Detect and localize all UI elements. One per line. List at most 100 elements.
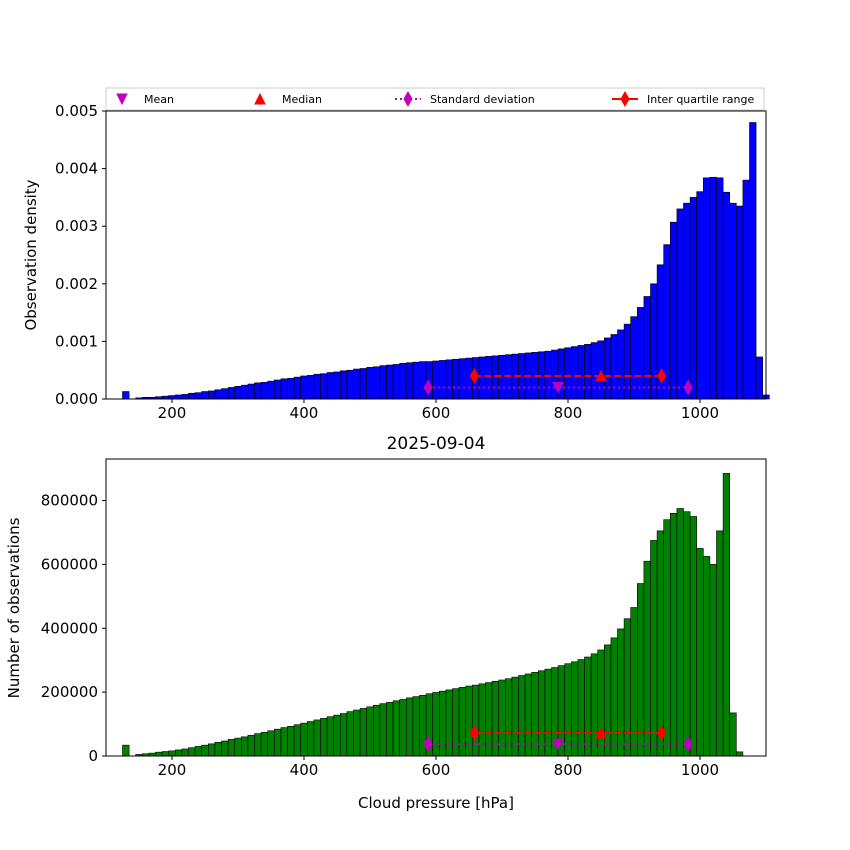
- x-tick-label: 800: [554, 404, 583, 422]
- y-tick-label: 0.003: [55, 217, 98, 235]
- x-tick-label: 200: [158, 404, 187, 422]
- histogram-bar: [669, 221, 678, 400]
- y-tick-label: 600000: [41, 555, 98, 573]
- histogram-bar: [280, 727, 288, 757]
- histogram-bar: [214, 741, 222, 757]
- histogram-bar: [656, 530, 664, 757]
- histogram-bar: [445, 359, 453, 400]
- y-tick-label: 800000: [41, 492, 98, 510]
- histogram-bar: [254, 733, 262, 757]
- histogram-bar: [161, 751, 170, 757]
- histogram-bar: [254, 382, 262, 400]
- histogram-bar: [122, 391, 130, 400]
- histogram-bar: [273, 379, 282, 400]
- histogram-bar: [300, 375, 308, 400]
- histogram-bar: [584, 656, 592, 757]
- histogram-bar: [603, 337, 612, 400]
- histogram-bar: [689, 197, 697, 400]
- mean-marker: [552, 381, 564, 394]
- histogram-bar: [386, 702, 394, 757]
- histogram-bar: [181, 394, 189, 400]
- histogram-bar: [465, 685, 473, 757]
- y-tick-label: 0.000: [55, 390, 98, 408]
- histogram-bar: [702, 177, 711, 400]
- histogram-bar: [590, 342, 598, 400]
- x-tick-label: 400: [290, 761, 319, 779]
- histogram-bar: [293, 376, 302, 400]
- histogram-bar: [208, 390, 216, 400]
- histogram-bar: [643, 560, 651, 757]
- y-tick-label: 0.001: [55, 332, 98, 350]
- histogram-bar: [432, 360, 440, 400]
- histogram-bar: [247, 383, 255, 400]
- histogram-bar: [214, 389, 222, 400]
- histogram-bar: [313, 719, 321, 757]
- y-tick-label: 0.004: [55, 160, 98, 178]
- histogram-bar: [683, 202, 691, 400]
- histogram-bar: [636, 307, 645, 400]
- histogram-bar: [491, 355, 500, 400]
- legend-marker: [254, 92, 266, 105]
- histogram-bar: [405, 362, 414, 400]
- histogram-bar: [650, 540, 658, 757]
- count-axes: 200 400 600 800 1000 0 200000 400000 600000 80000…: [41, 458, 767, 779]
- histogram-bar: [696, 548, 704, 757]
- histogram-bar: [570, 661, 579, 757]
- histogram-bar: [438, 690, 447, 757]
- legend-label: Median: [282, 93, 322, 106]
- histogram-bar: [306, 721, 315, 757]
- histogram-bar: [221, 388, 229, 400]
- iqr-marker: [469, 724, 479, 742]
- histogram-bar: [564, 663, 572, 757]
- histogram-bar: [201, 391, 209, 400]
- histogram-bar: [194, 746, 203, 757]
- legend-marker: [620, 90, 630, 108]
- histogram-bar: [419, 361, 427, 400]
- histogram-bar: [359, 368, 368, 400]
- histogram-bar: [333, 714, 341, 757]
- histogram-bar: [260, 381, 269, 400]
- histogram-bar: [577, 345, 585, 400]
- histogram-bar: [702, 556, 711, 757]
- median-marker: [595, 726, 607, 739]
- histogram-bar: [320, 373, 328, 400]
- histogram-bar: [366, 367, 374, 400]
- histogram-bar: [241, 736, 249, 757]
- histogram-bar: [287, 725, 295, 757]
- histogram-bar: [320, 718, 328, 757]
- histogram-bar: [485, 356, 493, 400]
- histogram-bar: [735, 205, 744, 400]
- histogram-bar: [399, 699, 407, 757]
- histogram-bar: [339, 370, 348, 400]
- histogram-bar: [300, 722, 308, 757]
- histogram-bar: [445, 689, 453, 757]
- histogram-bar: [755, 356, 763, 400]
- histogram-bar: [438, 360, 447, 400]
- histogram-bar: [313, 373, 321, 400]
- histogram-bar: [458, 358, 467, 400]
- histogram-bar: [676, 508, 684, 757]
- histogram-bar: [722, 473, 730, 757]
- x-tick-label: 600: [422, 761, 451, 779]
- count-title: 2025-09-04: [387, 434, 486, 454]
- histogram-bar: [709, 564, 717, 757]
- histogram-bar: [597, 649, 605, 757]
- x-tick-label: 800: [554, 761, 583, 779]
- histogram-bar: [353, 368, 361, 400]
- legend-label: Mean: [144, 93, 174, 106]
- histogram-bar: [392, 364, 401, 400]
- histogram-bar: [749, 122, 757, 400]
- histogram-bar: [577, 659, 585, 757]
- y-tick-label: 0: [88, 747, 98, 765]
- histogram-bar: [287, 377, 295, 400]
- histogram-bar: [399, 362, 407, 400]
- histogram-bar: [155, 751, 163, 757]
- histogram-bar: [188, 392, 196, 400]
- histogram-bar: [689, 516, 697, 757]
- histogram-bar: [208, 743, 216, 757]
- histogram-bar: [636, 583, 645, 757]
- median-marker: [595, 369, 607, 382]
- legend-marker: [403, 90, 413, 108]
- histogram-bar: [452, 688, 460, 757]
